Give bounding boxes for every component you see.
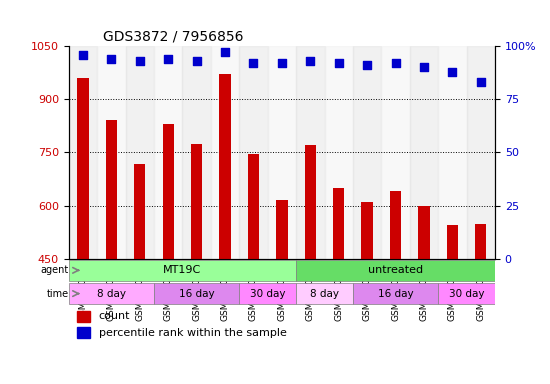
Text: agent: agent	[41, 265, 69, 275]
Bar	[276, 200, 288, 259]
Point	[249, 60, 258, 66]
Bar	[239, 46, 268, 259]
FancyBboxPatch shape	[353, 283, 438, 304]
FancyBboxPatch shape	[69, 260, 296, 281]
Point	[306, 58, 315, 64]
Text: 8 day: 8 day	[310, 289, 339, 299]
Text: 30 day: 30 day	[449, 289, 485, 299]
Bar	[97, 46, 125, 259]
Bar	[381, 46, 410, 259]
Point	[164, 56, 173, 62]
Bar	[268, 46, 296, 259]
Point	[221, 50, 229, 56]
Bar	[77, 78, 89, 259]
Bar	[466, 46, 495, 259]
FancyBboxPatch shape	[296, 260, 495, 281]
Text: 16 day: 16 day	[378, 289, 414, 299]
Text: MT19C: MT19C	[163, 265, 201, 275]
Text: time: time	[47, 289, 69, 299]
Bar	[125, 46, 154, 259]
Point	[420, 64, 428, 70]
Bar	[106, 121, 117, 259]
Bar	[211, 46, 239, 259]
Bar	[248, 154, 259, 259]
Bar	[475, 224, 487, 259]
Point	[448, 68, 456, 74]
Point	[391, 60, 400, 66]
Bar	[134, 164, 146, 259]
Text: percentile rank within the sample: percentile rank within the sample	[98, 328, 287, 338]
Bar	[353, 46, 381, 259]
Bar	[410, 46, 438, 259]
Bar	[324, 46, 353, 259]
Text: GDS3872 / 7956856: GDS3872 / 7956856	[103, 30, 243, 43]
FancyBboxPatch shape	[296, 283, 353, 304]
Bar	[333, 188, 344, 259]
Bar	[296, 46, 324, 259]
Bar	[419, 205, 430, 259]
Bar	[305, 145, 316, 259]
Text: 8 day: 8 day	[97, 289, 126, 299]
Point	[107, 56, 116, 62]
Point	[192, 58, 201, 64]
Text: 30 day: 30 day	[250, 289, 285, 299]
Bar	[163, 124, 174, 259]
Bar	[77, 327, 90, 338]
Point	[79, 51, 87, 58]
FancyBboxPatch shape	[438, 283, 495, 304]
FancyBboxPatch shape	[239, 283, 296, 304]
Text: count: count	[98, 311, 130, 321]
FancyBboxPatch shape	[69, 283, 154, 304]
Point	[363, 62, 372, 68]
Bar	[191, 144, 202, 259]
Text: untreated: untreated	[368, 265, 423, 275]
Bar	[154, 46, 183, 259]
Bar	[390, 191, 402, 259]
Bar	[361, 202, 373, 259]
Point	[334, 60, 343, 66]
Bar	[69, 46, 97, 259]
Bar	[447, 225, 458, 259]
Bar	[219, 74, 231, 259]
FancyBboxPatch shape	[154, 283, 239, 304]
Point	[277, 60, 286, 66]
Point	[476, 79, 485, 85]
Bar	[77, 311, 90, 322]
Bar	[438, 46, 466, 259]
Text: 16 day: 16 day	[179, 289, 214, 299]
Point	[135, 58, 144, 64]
Bar	[183, 46, 211, 259]
